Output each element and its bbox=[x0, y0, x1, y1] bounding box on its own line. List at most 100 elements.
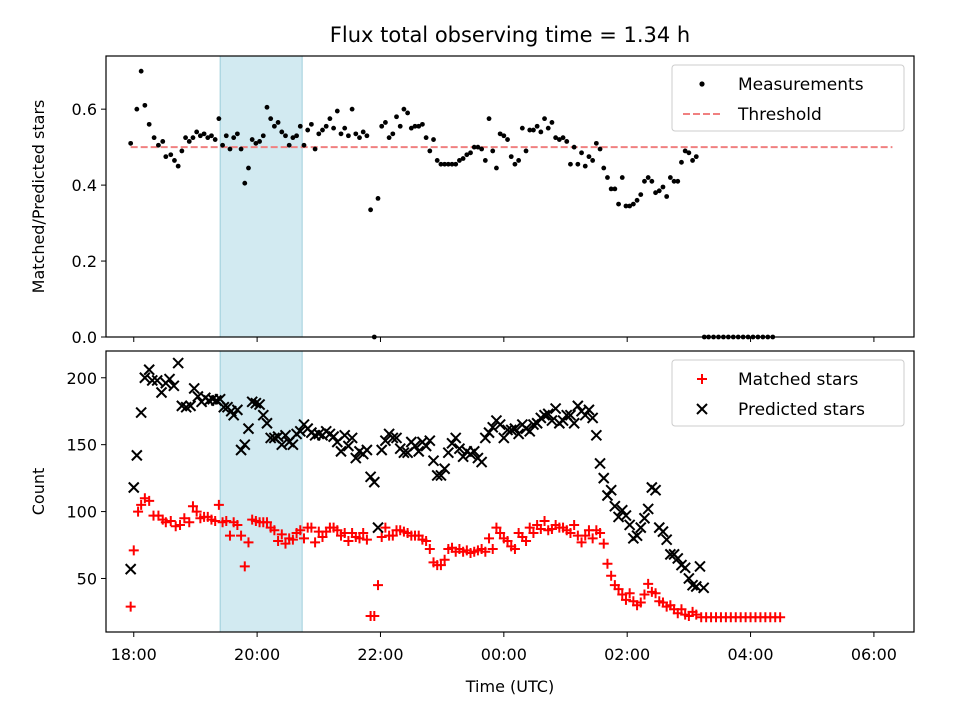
measurement-point bbox=[479, 146, 485, 152]
predicted-stars-point bbox=[313, 428, 325, 440]
predicted-stars-point bbox=[342, 440, 355, 452]
matched-stars-point bbox=[224, 530, 235, 541]
measurement-point bbox=[357, 135, 362, 141]
matched-stars-point bbox=[358, 527, 369, 538]
measurement-point bbox=[412, 123, 418, 129]
predicted-stars-point bbox=[590, 429, 603, 442]
measurement-point bbox=[431, 137, 436, 142]
matched-stars-point bbox=[387, 530, 398, 541]
measurement-point bbox=[671, 178, 677, 184]
matched-stars-point bbox=[484, 533, 495, 544]
measurement-point bbox=[383, 120, 388, 125]
matched-stars-point bbox=[306, 522, 317, 533]
measurement-point bbox=[301, 142, 307, 148]
predicted-stars-point bbox=[124, 563, 137, 575]
measurement-point bbox=[194, 129, 200, 135]
measurement-point bbox=[146, 121, 152, 127]
predicted-stars-point bbox=[379, 434, 392, 447]
predicted-stars-point bbox=[424, 434, 436, 447]
matched-stars-point bbox=[602, 558, 613, 569]
predicted-stars-point bbox=[487, 421, 499, 433]
measurement-point bbox=[667, 175, 673, 180]
measurement-point bbox=[468, 150, 473, 156]
matched-stars-point bbox=[606, 570, 617, 581]
measurement-point bbox=[305, 127, 311, 133]
measurement-point bbox=[605, 175, 610, 180]
predicted-stars-point bbox=[128, 481, 140, 494]
matched-stars-point bbox=[650, 588, 661, 599]
predicted-stars-point bbox=[509, 422, 521, 435]
matched-stars-point bbox=[435, 560, 446, 571]
measurement-point bbox=[656, 188, 662, 194]
measurement-point bbox=[186, 139, 192, 144]
predicted-stars-point bbox=[564, 409, 577, 421]
xtick-label: 20:00 bbox=[234, 645, 280, 664]
predicted-stars-point bbox=[594, 457, 606, 470]
matched-stars-point bbox=[236, 530, 247, 541]
matched-stars-point bbox=[128, 545, 139, 556]
measurement-point bbox=[579, 150, 584, 156]
predicted-stars-point bbox=[188, 382, 200, 395]
measurement-point bbox=[442, 161, 448, 167]
matched-stars-point bbox=[539, 515, 550, 526]
matched-stars-point bbox=[639, 589, 650, 600]
measurement-point bbox=[501, 133, 507, 139]
matched-stars-point bbox=[521, 536, 532, 547]
measurement-point bbox=[553, 135, 559, 141]
matched-stars-point bbox=[276, 529, 287, 540]
measurement-point bbox=[420, 121, 425, 127]
measurement-point bbox=[151, 135, 157, 141]
bottom-highlight-band bbox=[219, 350, 303, 633]
measurement-point bbox=[571, 144, 577, 150]
predicted-stars-point bbox=[450, 432, 462, 444]
measurement-point bbox=[364, 133, 370, 139]
bottom-panel: 50 100 150 200 18:00 20:00 22:00 00:00 02:00 04:0… bbox=[29, 350, 915, 696]
measurement-point bbox=[523, 148, 529, 154]
measurement-point bbox=[205, 135, 211, 141]
matched-stars-point bbox=[643, 578, 654, 589]
predicted-stars-point bbox=[601, 489, 614, 502]
matched-stars-point bbox=[232, 519, 243, 530]
matched-stars-point bbox=[369, 610, 380, 621]
matched-stars-point bbox=[502, 536, 513, 547]
predicted-stars-point bbox=[697, 582, 710, 594]
measurement-point bbox=[246, 165, 251, 171]
measurement-point bbox=[331, 125, 336, 131]
measurement-point bbox=[449, 161, 455, 167]
predicted-stars-point bbox=[457, 451, 469, 463]
predicted-stars-point bbox=[135, 406, 147, 419]
predicted-stars-point bbox=[361, 444, 373, 456]
matched-stars-point bbox=[524, 522, 535, 533]
predicted-stars-point bbox=[390, 432, 403, 444]
measurement-point bbox=[201, 131, 207, 137]
figure-title: Flux total observing time = 1.34 h bbox=[330, 23, 690, 47]
measurement-point bbox=[260, 133, 266, 139]
measurement-point bbox=[242, 180, 248, 186]
measurement-point bbox=[619, 175, 625, 180]
predicted-stars-point bbox=[468, 445, 480, 458]
measurement-point bbox=[560, 135, 566, 141]
matched-stars-point bbox=[160, 517, 171, 528]
measurement-point bbox=[271, 123, 277, 129]
matched-stars-point bbox=[676, 604, 687, 615]
matched-stars-point bbox=[595, 527, 606, 538]
top-legend-label: Threshold bbox=[737, 105, 822, 125]
matched-stars-point bbox=[580, 530, 591, 541]
measurement-point bbox=[249, 137, 255, 142]
matched-stars-point bbox=[421, 536, 432, 547]
measurement-point bbox=[172, 158, 177, 163]
matched-stars-point bbox=[273, 536, 284, 547]
measurement-point bbox=[353, 131, 359, 137]
matched-stars-point bbox=[491, 522, 502, 533]
predicted-stars-point bbox=[657, 525, 669, 538]
predicted-stars-point bbox=[287, 438, 299, 451]
top-legend-box bbox=[671, 64, 905, 132]
predicted-stars-point bbox=[346, 432, 358, 444]
predicted-stars-point bbox=[372, 521, 384, 534]
matched-stars-point bbox=[165, 515, 176, 526]
predicted-stars-point bbox=[246, 396, 258, 408]
predicted-stars-point bbox=[155, 386, 168, 399]
measurement-point bbox=[630, 201, 636, 207]
predicted-stars-point bbox=[163, 373, 176, 385]
predicted-stars-point bbox=[453, 442, 466, 455]
